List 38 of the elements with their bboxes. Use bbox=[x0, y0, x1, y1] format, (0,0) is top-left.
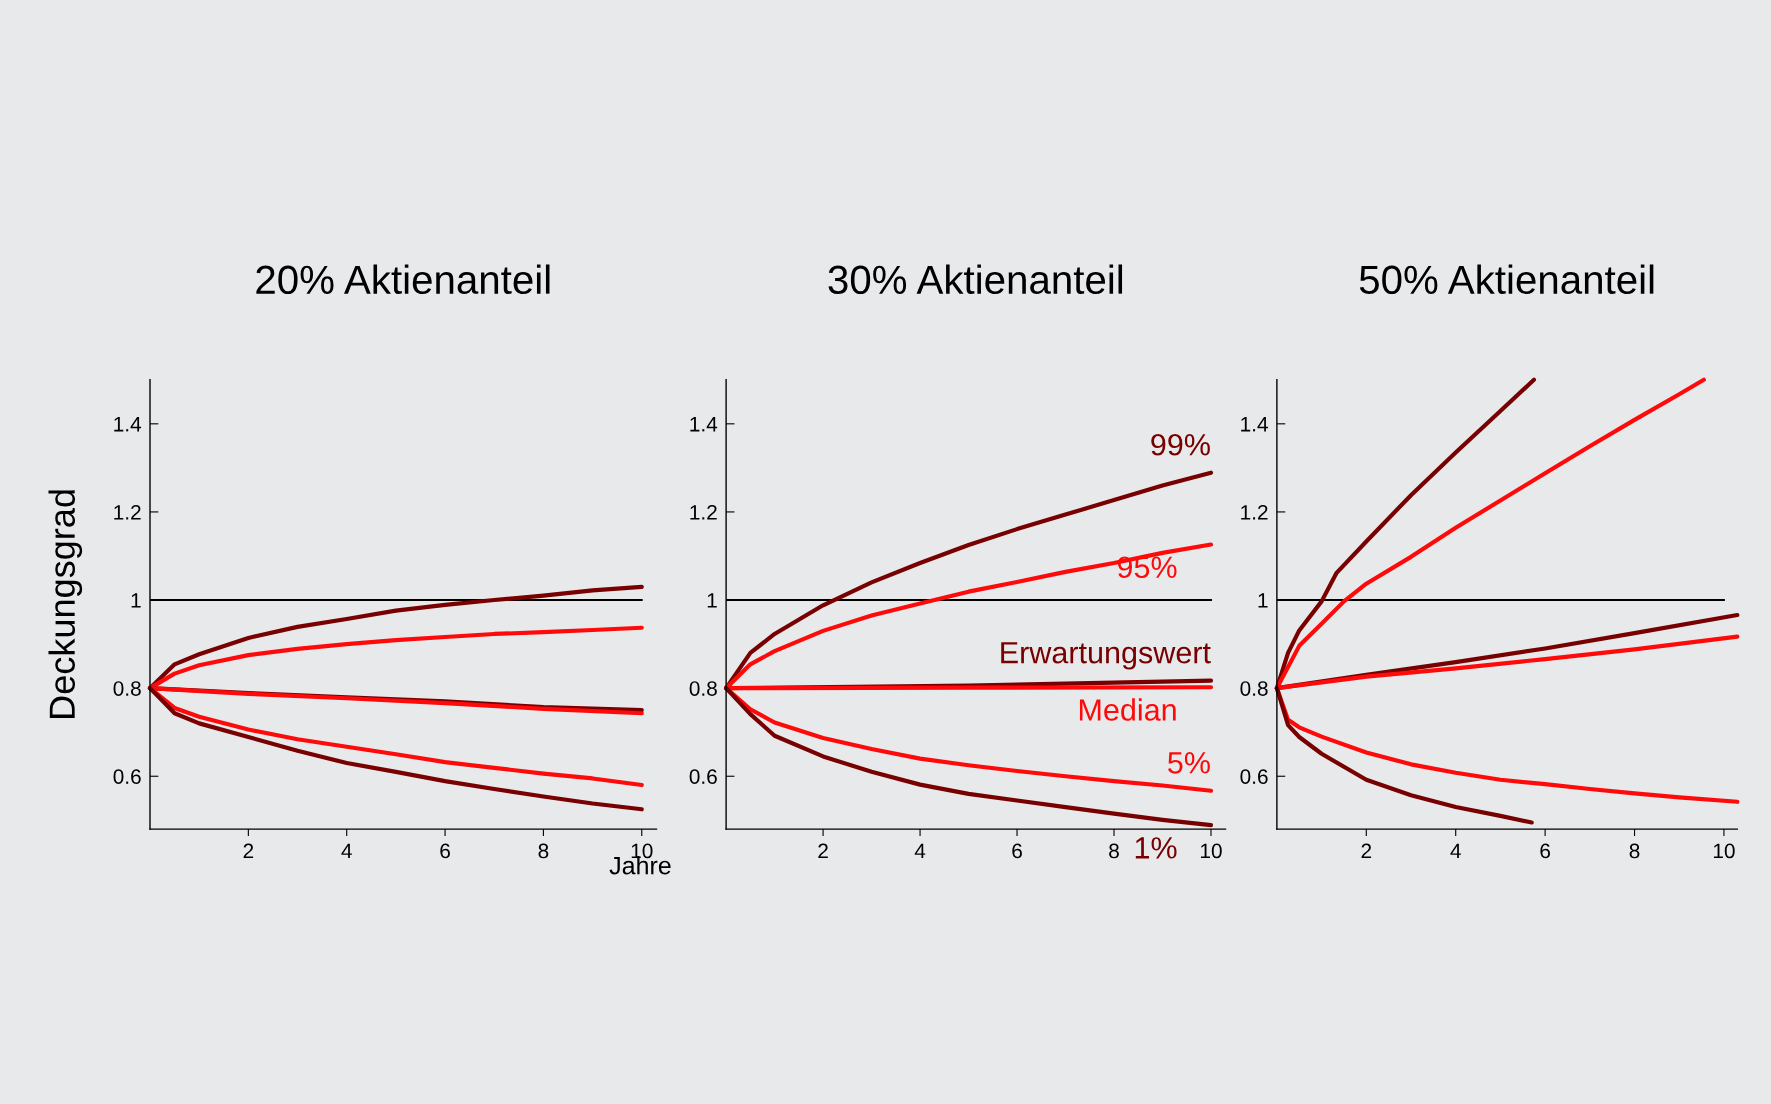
x-tick-label: 6 bbox=[1540, 843, 1550, 859]
series-label: 5% bbox=[1168, 752, 1210, 774]
series-label: 1% bbox=[1135, 837, 1177, 859]
y-tick-label: 0.8 bbox=[113, 681, 141, 696]
y-tick-label: 1.4 bbox=[114, 417, 142, 432]
y-tick-label: 1.4 bbox=[690, 417, 718, 432]
y-tick-label: 1.4 bbox=[1241, 417, 1268, 432]
y-tick-label: 0.6 bbox=[113, 769, 141, 784]
y-tick-label: 1 bbox=[1258, 593, 1268, 608]
y-tick-label: 0.8 bbox=[1240, 681, 1268, 696]
series-label: 99% bbox=[1151, 433, 1210, 456]
x-tick-label: 2 bbox=[243, 843, 254, 859]
x-tick-label: 8 bbox=[538, 843, 549, 859]
x-tick-label: 6 bbox=[1012, 843, 1022, 859]
x-tick-label: 2 bbox=[1361, 843, 1372, 859]
y-tick-label: 0.6 bbox=[1240, 769, 1268, 784]
x-tick-label: 6 bbox=[440, 843, 450, 859]
x-tick-label: 4 bbox=[914, 843, 926, 859]
series-label: Erwartungswert bbox=[1001, 642, 1211, 670]
chart-title: 50% Aktienanteil bbox=[1359, 264, 1654, 295]
x-tick-label: 2 bbox=[818, 843, 828, 859]
y-tick-label: 1.2 bbox=[690, 504, 717, 520]
y-tick-label: 0.6 bbox=[689, 769, 717, 784]
y-tick-label: 1.2 bbox=[114, 504, 141, 520]
x-tick-label: 8 bbox=[1629, 843, 1640, 859]
y-tick-label: 1 bbox=[707, 593, 717, 608]
y-tick-label: 1.2 bbox=[1241, 504, 1268, 520]
chart-title: 30% Aktienanteil bbox=[828, 264, 1123, 295]
y-axis-title: Deckungsgrad bbox=[48, 490, 83, 718]
x-tick-label: 8 bbox=[1109, 843, 1119, 859]
x-tick-label: 10 bbox=[1200, 843, 1222, 859]
series-label: Median bbox=[1079, 698, 1176, 721]
x-tick-label: 10 bbox=[1713, 843, 1735, 859]
y-tick-label: 0.8 bbox=[689, 681, 717, 696]
x-tick-label: 4 bbox=[1450, 843, 1461, 859]
chart-title: 20% Aktienanteil bbox=[256, 264, 550, 295]
y-tick-label: 1 bbox=[131, 593, 141, 608]
x-tick-label: 4 bbox=[341, 843, 352, 859]
